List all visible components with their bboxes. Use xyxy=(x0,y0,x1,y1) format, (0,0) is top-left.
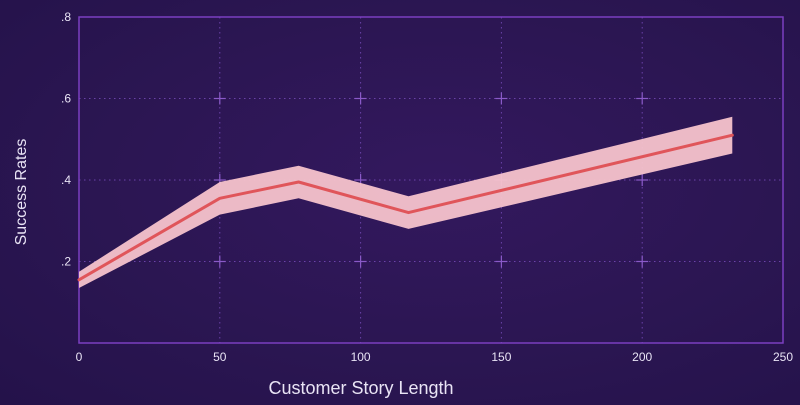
y-axis-label: Success Rates xyxy=(13,139,30,246)
y-tick-label: .4 xyxy=(61,173,71,187)
x-tick-label: 100 xyxy=(351,350,371,364)
plot-area-border xyxy=(78,16,784,344)
y-tick-label: .6 xyxy=(61,92,71,106)
x-axis-label: Customer Story Length xyxy=(268,378,453,398)
x-tick-label: 250 xyxy=(773,350,793,364)
series-line xyxy=(77,133,734,282)
x-tick-label: 200 xyxy=(632,350,652,364)
tick-labels: 0 50 100 150 200 250 .2 .4 .6 .8 xyxy=(61,10,793,364)
confidence-band-layer xyxy=(79,116,733,288)
x-tick-label: 50 xyxy=(213,350,227,364)
y-tick-label: .2 xyxy=(61,255,71,269)
grid xyxy=(79,17,783,343)
series-line-layer xyxy=(77,133,734,282)
x-tick-label: 150 xyxy=(491,350,511,364)
confidence-band xyxy=(79,116,733,288)
y-tick-label: .8 xyxy=(61,10,71,24)
x-tick-label: 0 xyxy=(76,350,83,364)
